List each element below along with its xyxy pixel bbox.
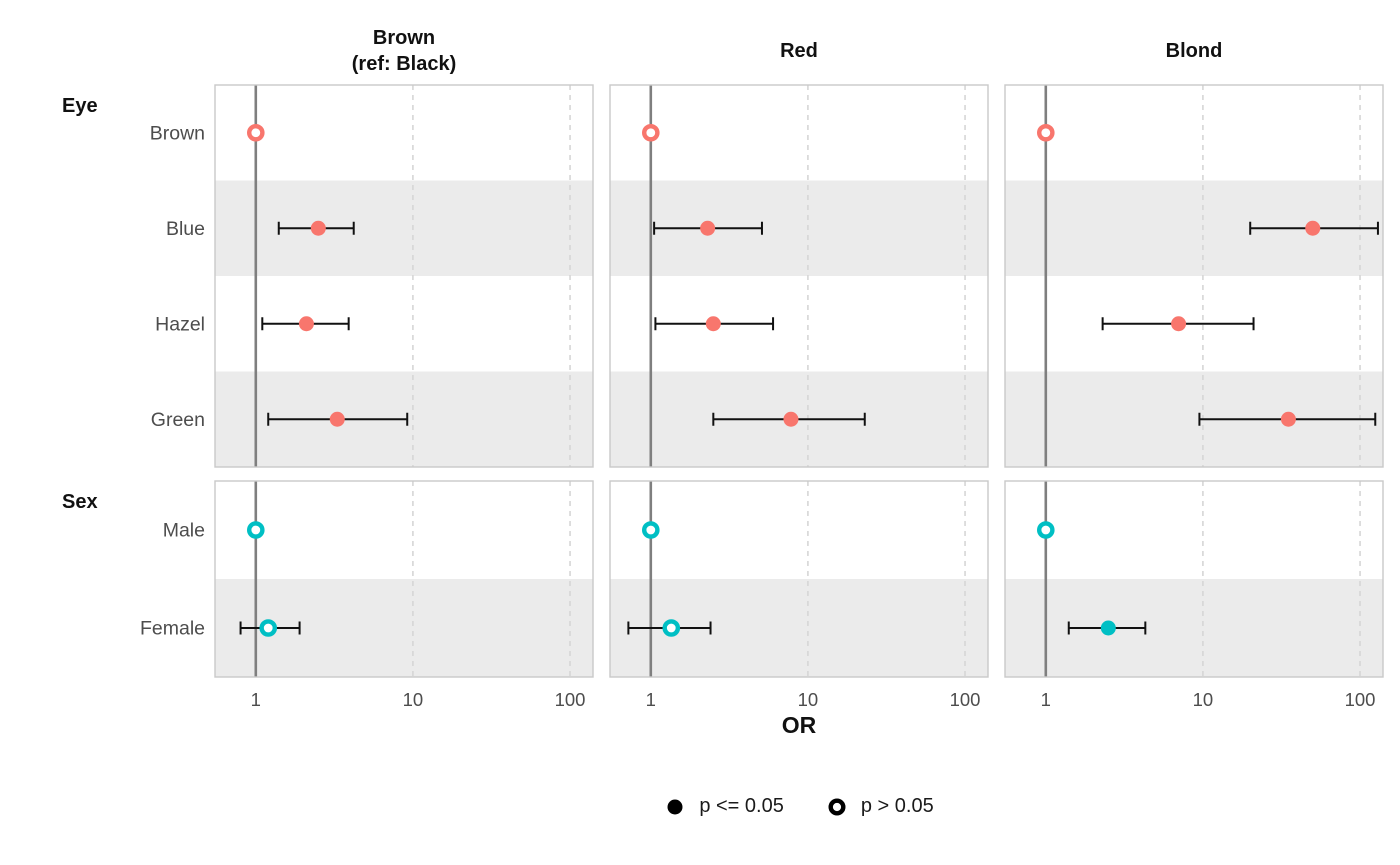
row-label: Green	[151, 409, 205, 431]
x-tick-label: 1	[1041, 689, 1051, 710]
or-point-filled	[310, 220, 326, 236]
x-axis-title: OR	[781, 712, 817, 738]
facet-title: Brown	[373, 27, 435, 49]
forest-plot-chart: Brown (ref: Black) 1 10 100 Red 1 10 100 Blond 1 10…	[62, 27, 1384, 710]
or-point-hollow	[1036, 521, 1055, 539]
or-point-hollow	[641, 123, 660, 142]
or-point-hollow	[246, 521, 265, 539]
x-tick-label: 10	[403, 689, 424, 710]
row-stripe	[215, 180, 593, 276]
legend: p <= 0.05 p > 0.05	[215, 795, 1383, 818]
row-label: Blue	[166, 218, 205, 240]
row-label: Brown	[150, 122, 205, 144]
or-point-filled	[1280, 411, 1296, 427]
x-tick-label: 10	[1193, 689, 1214, 710]
row-label: Female	[140, 618, 205, 640]
x-tick-label: 1	[646, 689, 656, 710]
row-label: Hazel	[155, 313, 205, 335]
or-point-filled	[329, 411, 345, 427]
panel-border	[214, 84, 594, 468]
legend-label-nonsignificant: p > 0.05	[860, 795, 934, 817]
or-point-filled	[1100, 620, 1116, 636]
or-point-filled	[1305, 220, 1321, 236]
or-point-filled	[1171, 316, 1187, 332]
legend-item-nonsignificant: p > 0.05	[826, 795, 934, 818]
group-label: Sex	[62, 491, 98, 513]
panel-border	[214, 480, 594, 678]
filled-circle-icon	[667, 799, 683, 814]
panel-border	[609, 84, 989, 468]
panel-border	[1004, 84, 1384, 468]
row-label: Male	[163, 520, 205, 542]
or-point-filled	[700, 220, 716, 236]
legend-label-significant: p <= 0.05	[699, 795, 784, 817]
or-point-filled	[298, 316, 314, 332]
facet-title: Red	[780, 40, 818, 62]
facet-title: Blond	[1166, 40, 1223, 62]
x-tick-label: 1	[251, 689, 261, 710]
panel-border	[1004, 480, 1384, 678]
x-tick-label: 100	[1345, 689, 1376, 710]
row-stripe	[1005, 579, 1383, 677]
or-point-hollow	[246, 123, 265, 142]
x-tick-label: 100	[950, 689, 981, 710]
legend-item-significant: p <= 0.05	[664, 795, 784, 818]
facet-title: (ref: Black)	[352, 53, 456, 75]
hollow-circle-icon	[828, 797, 846, 816]
or-point-filled	[783, 411, 799, 427]
or-point-filled	[705, 316, 721, 332]
or-point-hollow	[641, 521, 660, 539]
or-point-hollow	[1036, 123, 1055, 142]
panel-border	[609, 480, 989, 678]
x-tick-label: 10	[798, 689, 819, 710]
group-label: Eye	[62, 95, 98, 117]
or-point-hollow	[259, 619, 278, 637]
or-point-hollow	[662, 619, 681, 637]
x-tick-label: 100	[555, 689, 586, 710]
